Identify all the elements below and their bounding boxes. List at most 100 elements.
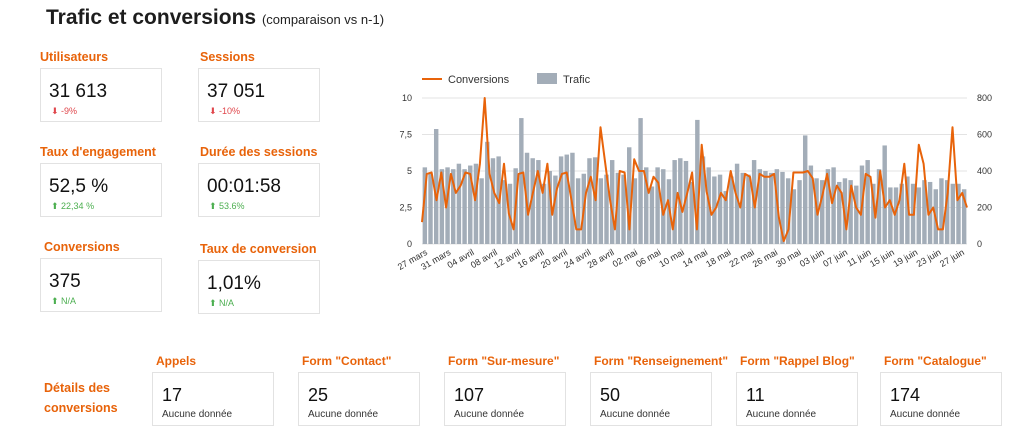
- trafic-bar: [820, 180, 825, 244]
- trafic-bar: [922, 180, 927, 244]
- x-tick-label: 14 mai: [681, 247, 709, 269]
- conv-card-appels: 17 Aucune donnée: [152, 372, 274, 426]
- y-left-tick-label: 2,5: [399, 203, 412, 213]
- conv-card-sur-mesure: 107 Aucune donnée: [444, 372, 566, 426]
- trafic-bar: [473, 163, 479, 244]
- x-tick-label: 23 juin: [915, 247, 943, 269]
- conversions-line: [421, 97, 968, 243]
- x-tick-label: 19 juin: [891, 247, 919, 269]
- legend-trafic-swatch: [537, 73, 557, 84]
- trafic-bar: [899, 183, 904, 244]
- trafic-bar: [626, 147, 632, 244]
- x-tick-label: 18 mai: [704, 247, 732, 269]
- trafic-bar: [956, 183, 961, 244]
- trafic-bar: [672, 160, 677, 244]
- trafic-bar: [644, 167, 649, 244]
- trafic-bar: [479, 178, 484, 244]
- conv-label-rappel-blog: Form "Rappel Blog": [740, 354, 855, 368]
- trafic-bar: [723, 191, 728, 244]
- x-tick-label: 10 mai: [657, 247, 685, 269]
- kpi-value: 31 613: [49, 81, 108, 102]
- kpi-card-conversions: 375 ⬆ N/A: [40, 258, 162, 312]
- trafic-bar: [661, 169, 666, 244]
- x-tick-label: 15 juin: [868, 247, 896, 269]
- conv-value: 174: [890, 385, 921, 405]
- trafic-bar: [462, 169, 467, 244]
- conv-value: 17: [162, 385, 183, 405]
- conv-note: Aucune donnée: [454, 409, 525, 420]
- kpi-delta: ⬇ -10%: [209, 106, 241, 116]
- trafic-bar: [598, 178, 604, 244]
- trafic-bar: [451, 169, 456, 244]
- conv-note: Aucune donnée: [308, 409, 379, 420]
- trafic-bar: [519, 118, 524, 244]
- kpi-delta: ⬆ 53.6%: [209, 201, 245, 211]
- y-right-tick-label: 600: [977, 130, 992, 140]
- conv-label-sur-mesure: Form "Sur-mesure": [448, 354, 560, 368]
- kpi-label-utilisateurs: Utilisateurs: [40, 50, 109, 64]
- legend-conversions-label: Conversions: [448, 74, 510, 86]
- x-tick-label: 07 juin: [821, 247, 849, 269]
- conv-card-contact: 25 Aucune donnée: [298, 372, 420, 426]
- kpi-delta: ⬆ N/A: [51, 296, 77, 306]
- trafic-bar: [490, 158, 496, 244]
- x-tick-label: 06 mai: [634, 247, 662, 269]
- kpi-card-utilisateurs: 31 613 ⬇ -9%: [40, 68, 162, 122]
- trafic-bar: [950, 183, 956, 244]
- trafic-bar: [763, 171, 768, 244]
- conv-label-contact: Form "Contact": [302, 354, 392, 368]
- trafic-bar: [865, 160, 870, 244]
- x-tick-label: 02 mai: [611, 247, 639, 269]
- trafic-bar: [502, 180, 507, 244]
- trafic-bar: [485, 141, 490, 244]
- y-left-tick-label: 5: [407, 166, 412, 176]
- kpi-card-taux-conversion: 1,01% ⬆ N/A: [198, 260, 320, 314]
- trafic-bar: [541, 183, 547, 244]
- trafic-bar: [689, 181, 694, 244]
- kpi-label-conversions: Conversions: [44, 240, 120, 254]
- trafic-bar: [916, 187, 921, 244]
- trafic-bar: [871, 183, 876, 244]
- conv-card-renseignement: 50 Aucune donnée: [590, 372, 712, 426]
- trafic-bar: [638, 118, 643, 244]
- trafic-bar: [604, 174, 609, 244]
- trafic-bar: [768, 172, 774, 244]
- trafic-bar: [757, 169, 763, 244]
- trafic-bar: [831, 167, 836, 244]
- trafic-bar: [882, 145, 887, 244]
- kpi-card-taux-engagement: 52,5 % ⬆ 22,34 %: [40, 163, 162, 217]
- trafic-bar: [740, 172, 745, 244]
- conv-label-catalogue: Form "Catalogue": [884, 354, 987, 368]
- trafic-bar: [570, 152, 575, 244]
- trafic-bar: [729, 176, 734, 244]
- y-left-tick-label: 10: [402, 93, 412, 103]
- kpi-delta: ⬆ 22,34 %: [51, 201, 95, 211]
- trafic-bar: [854, 185, 859, 244]
- trafic-bar: [876, 169, 882, 244]
- y-right-tick-label: 200: [977, 203, 992, 213]
- trafic-bar: [939, 178, 944, 244]
- trafic-bar: [445, 167, 450, 244]
- conv-value: 107: [454, 385, 485, 405]
- kpi-label-duree-sessions: Durée des sessions: [200, 145, 318, 159]
- details-label: Détails des conversions: [44, 381, 118, 415]
- trafic-bar: [791, 189, 797, 244]
- trafic-bar: [547, 171, 552, 244]
- kpi-value: 00:01:58: [207, 176, 281, 197]
- trafic-bar: [825, 169, 831, 244]
- trafic-bar: [683, 160, 689, 244]
- trafic-bar: [905, 176, 910, 244]
- trafic-bar: [797, 180, 802, 244]
- kpi-card-duree-sessions: 00:01:58 ⬆ 53.6%: [198, 163, 320, 217]
- trafic-bar: [428, 173, 433, 244]
- kpi-value: 375: [49, 271, 81, 292]
- trafic-bar: [802, 135, 808, 244]
- y-right-tick-label: 800: [977, 93, 992, 103]
- trafic-bar: [893, 187, 899, 244]
- trafic-bar: [785, 178, 791, 244]
- trafic-bar: [468, 165, 473, 244]
- trafic-bar: [888, 187, 893, 244]
- page-title: Trafic et conversions (comparaison vs n-…: [46, 6, 385, 29]
- trafic-bar: [621, 174, 626, 244]
- trafic-bar: [530, 158, 535, 244]
